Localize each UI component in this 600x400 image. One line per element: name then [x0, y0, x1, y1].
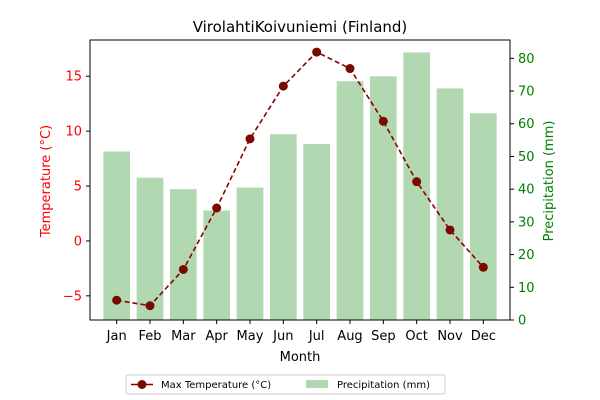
precipitation-bar-apr	[203, 210, 230, 320]
precipitation-bar-oct	[403, 52, 430, 321]
right-tick-label: 80	[518, 52, 535, 67]
temperature-point-oct	[412, 177, 422, 187]
temperature-point-aug	[345, 64, 355, 74]
x-tick-label-nov: Nov	[437, 329, 463, 344]
temperature-point-dec	[478, 262, 488, 272]
precipitation-bar-feb	[136, 177, 164, 320]
x-tick-label-aug: Aug	[337, 329, 362, 344]
x-tick-label-mar: Mar	[171, 329, 196, 344]
temperature-line	[116, 51, 484, 307]
x-tick-label-jan: Jan	[106, 329, 127, 344]
right-tick-label: 40	[518, 183, 535, 198]
right-tick-label: 30	[518, 215, 535, 230]
x-tick-label-jun: Jun	[272, 329, 293, 344]
legend-frame	[125, 374, 446, 395]
x-tick-label-dec: Dec	[471, 329, 496, 344]
left-tick-label: 10	[65, 125, 82, 140]
temperature-point-nov	[445, 225, 455, 235]
precipitation-bar-aug	[336, 81, 364, 321]
temperature-point-jul	[312, 47, 322, 57]
temperature-point-sep	[378, 116, 388, 126]
temperature-point-feb	[145, 301, 155, 311]
precipitation-bar-jan	[103, 151, 130, 320]
y-axis-left-label: Temperature (°C)	[39, 125, 54, 238]
chart-title: VirolahtiKoivuniemi (Finland)	[193, 18, 408, 36]
right-tick-label: 70	[518, 85, 535, 100]
plot-frame	[89, 39, 511, 321]
x-axis: Jan Feb Mar Apr May Jun Jul Aug Sep Oct Nov Dec	[106, 320, 496, 344]
right-tick-label: 20	[518, 248, 535, 263]
left-tick-label: −5	[63, 289, 82, 304]
temperature-point-mar	[178, 264, 188, 274]
left-tick-label: 5	[74, 180, 82, 195]
precipitation-bar-jun	[270, 134, 297, 320]
precipitation-bar-sep	[370, 76, 397, 320]
precipitation-bar-nov	[436, 88, 464, 320]
precipitation-bar-may	[236, 187, 264, 320]
x-tick-label-may: May	[237, 329, 264, 344]
temperature-point-apr	[212, 203, 222, 213]
temperature-point-jun	[278, 81, 288, 91]
legend-label-precipitation: Precipitation (mm)	[337, 380, 430, 391]
precipitation-bar-mar	[170, 189, 197, 320]
temperature-point-may	[245, 134, 255, 144]
line-layer	[112, 47, 488, 311]
legend: Max Temperature (°C) Precipitation (mm)	[125, 374, 446, 395]
right-axis: 0 10 20 30 40 50 60 70 80	[510, 52, 535, 329]
left-tick-label: 0	[74, 234, 82, 249]
left-tick-label: 15	[65, 70, 82, 85]
x-axis-label: Month	[280, 350, 321, 365]
legend-label-temperature: Max Temperature (°C)	[161, 380, 271, 391]
temperature-point-jan	[112, 295, 122, 305]
x-tick-label-oct: Oct	[405, 329, 427, 344]
precipitation-bar-jul	[303, 144, 330, 320]
right-tick-label: 50	[518, 150, 535, 165]
x-tick-label-apr: Apr	[205, 329, 228, 344]
y-axis-right-label: Precipitation (mm)	[542, 121, 557, 242]
legend-line-marker	[137, 380, 147, 389]
bars-layer	[103, 52, 497, 321]
x-tick-label-sep: Sep	[371, 329, 396, 344]
precipitation-bar-dec	[470, 113, 497, 321]
right-tick-label: 0	[518, 314, 526, 329]
legend-bar-swatch	[306, 380, 328, 388]
right-tick-label: 10	[518, 281, 535, 296]
right-tick-label: 60	[518, 117, 535, 132]
left-axis: −5 0 5 10 15	[63, 70, 90, 304]
x-tick-label-feb: Feb	[138, 329, 161, 344]
x-tick-label-jul: Jul	[308, 329, 325, 344]
